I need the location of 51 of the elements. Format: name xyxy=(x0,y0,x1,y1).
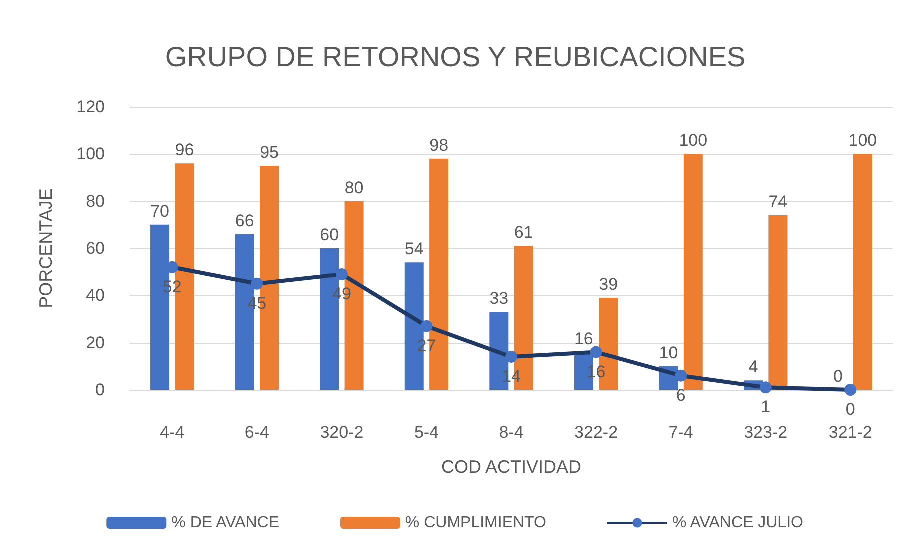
data-label: 66 xyxy=(235,211,254,230)
bar xyxy=(853,154,872,390)
x-tick-label: 5-4 xyxy=(414,423,440,442)
x-tick-label: 4-4 xyxy=(160,423,185,442)
data-label: 54 xyxy=(404,240,424,259)
x-tick-label: 7-4 xyxy=(668,423,694,442)
bar xyxy=(684,154,703,390)
data-label: 33 xyxy=(490,289,509,308)
data-label: 39 xyxy=(599,275,618,294)
data-label: 100 xyxy=(679,131,708,150)
data-label: 80 xyxy=(344,178,364,198)
data-label: 98 xyxy=(430,136,449,155)
x-tick-label: 322-2 xyxy=(574,423,618,442)
legend-label: % AVANCE JULIO xyxy=(672,514,804,532)
data-label: 10 xyxy=(659,343,678,362)
y-tick-label: 100 xyxy=(76,144,105,164)
x-tick-label: 323-2 xyxy=(744,423,788,442)
data-label: 6 xyxy=(676,386,686,405)
y-tick-label: 60 xyxy=(86,239,105,258)
x-axis-title: COD ACTIVIDAD xyxy=(441,457,582,477)
data-label: 16 xyxy=(574,329,594,348)
data-label: 45 xyxy=(248,294,267,313)
data-label: 52 xyxy=(162,277,182,296)
y-tick-label: 0 xyxy=(96,380,105,400)
data-label: 0 xyxy=(834,367,843,386)
y-tick-label: 120 xyxy=(76,98,105,116)
y-tick-label: 20 xyxy=(86,333,105,352)
data-label: 0 xyxy=(846,400,856,419)
data-label: 16 xyxy=(586,362,606,382)
data-label: 61 xyxy=(514,223,534,242)
x-tick-label: 321-2 xyxy=(828,423,872,442)
data-label: 4 xyxy=(748,358,758,377)
y-tick-label: 40 xyxy=(86,286,105,306)
data-label: 70 xyxy=(150,202,170,221)
x-tick-label: 320-2 xyxy=(320,423,364,442)
chart-title: GRUPO DE RETORNOS Y REUBICACIONES xyxy=(165,42,746,72)
data-label: 96 xyxy=(175,140,194,160)
y-axis-title: PORCENTAJE xyxy=(36,188,56,308)
data-label: 95 xyxy=(260,142,279,162)
data-label: 100 xyxy=(848,131,878,150)
legend-label: % DE AVANCE xyxy=(172,514,280,532)
x-tick-label: 6-4 xyxy=(244,423,270,442)
legend-label: % CUMPLIMIENTO xyxy=(405,514,546,532)
x-tick-label: 8-4 xyxy=(499,423,524,442)
data-label: 14 xyxy=(502,366,521,386)
data-label: 1 xyxy=(761,398,771,417)
y-tick-label: 80 xyxy=(86,192,105,211)
data-label: 60 xyxy=(320,226,340,244)
data-label: 27 xyxy=(417,336,436,356)
data-label: 74 xyxy=(768,192,788,212)
data-label: 49 xyxy=(332,284,352,304)
